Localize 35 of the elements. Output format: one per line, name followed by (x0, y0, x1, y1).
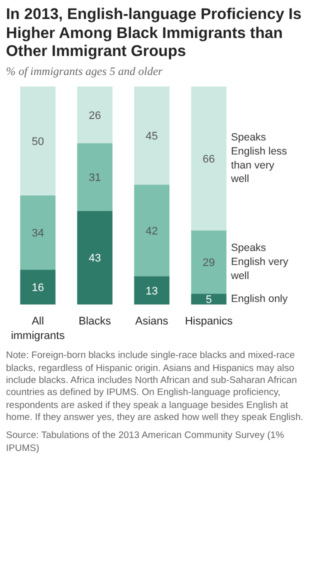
bar (191, 294, 226, 305)
bar (77, 210, 112, 305)
bar (191, 86, 226, 231)
bar (77, 143, 112, 211)
bar (134, 184, 170, 276)
data-label: 13 (146, 286, 158, 298)
bar (134, 86, 170, 185)
bar (20, 86, 56, 196)
data-label: 5 (206, 294, 212, 306)
data-label: 42 (146, 226, 158, 238)
data-label: 26 (88, 110, 101, 122)
series-label: English only (231, 293, 288, 306)
chart-title: In 2013, English-language Proficiency Is Higher Among Black Immigrants than Other Immigrant Groups (6, 6, 302, 62)
bar (134, 276, 170, 305)
data-label: 31 (88, 172, 101, 184)
data-label: 43 (88, 252, 101, 265)
series-label: Speaks English less than very well (230, 132, 288, 186)
x-tick-label: Hispanics (184, 316, 234, 328)
data-label: 66 (202, 154, 215, 166)
bar (20, 196, 56, 270)
data-label: 16 (32, 282, 44, 294)
x-tick-label: Blacks (78, 316, 112, 328)
bar (191, 230, 226, 294)
bar (77, 86, 112, 144)
x-tick-label: All immigrants (10, 316, 66, 342)
series-label: Speaks English very well (230, 242, 289, 282)
bar (20, 270, 56, 305)
data-label: 29 (202, 257, 215, 270)
text: Note: Foreign-born blacks include single-race blacks and mixed-race blacks, regardless of Hispanic origin. Asians and Hispanics may also include blacks. Africa includes North African and sub-Saharan African countries as defined by IPUMS. On English-language proficiency, respondents are asked if they speak a language besides English at home. If they answer yes, they are asked how well they speak English. (6, 350, 304, 424)
source-note: Source: Tabulations of the 2013 American Community Survey (1% IPUMS) (6, 430, 286, 455)
data-label: 34 (32, 228, 44, 240)
x-tick-label: Asians (135, 316, 169, 328)
data-label: 50 (32, 136, 44, 148)
data-label: 45 (146, 130, 158, 143)
chart-subtitle: % of immigrants ages 5 and older (6, 64, 163, 80)
